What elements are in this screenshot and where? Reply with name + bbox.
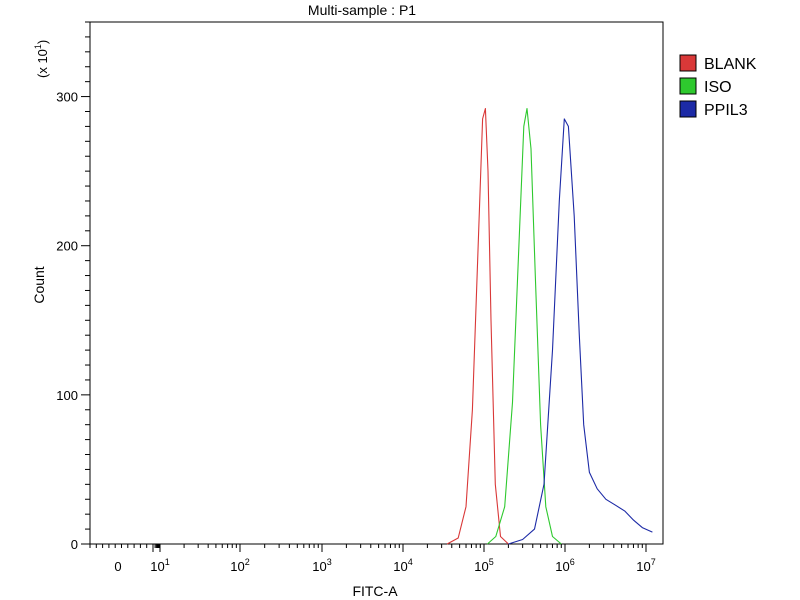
y-multiplier-exponent: 1 <box>33 44 43 49</box>
series-lines <box>446 107 653 545</box>
svg-text:(x 101): (x 101) <box>33 40 50 78</box>
series-line-ppil3 <box>508 118 653 545</box>
x-tick-label: 103 <box>312 557 331 574</box>
legend-label: PPIL3 <box>704 102 748 119</box>
plot-frame <box>89 21 664 545</box>
x-axis-label: FITC-A <box>352 583 398 599</box>
x-tick-label: 104 <box>393 557 412 574</box>
y-axis-ticks: 0 100 200 300 <box>56 21 90 552</box>
y-tick-label: 0 <box>71 537 78 552</box>
y-tick-label: 100 <box>56 388 78 403</box>
x-axis-ticks: 0 101 102 103 104 105 106 107 <box>89 544 656 574</box>
x-tick-label: 106 <box>555 557 574 574</box>
series-line-iso <box>487 107 562 545</box>
legend: BLANK ISO PPIL3 <box>679 54 757 119</box>
legend-label: BLANK <box>704 56 757 73</box>
y-axis-multiplier: (x 101) <box>33 40 50 78</box>
legend-swatch <box>679 100 697 118</box>
legend-swatch <box>679 77 697 95</box>
y-multiplier-prefix: (x 10 <box>35 49 50 78</box>
y-axis-label: Count <box>31 266 47 303</box>
x-tick-label: 107 <box>636 557 655 574</box>
y-multiplier-close: ) <box>35 40 50 44</box>
y-tick-label: 200 <box>56 239 78 254</box>
legend-swatch <box>679 54 697 72</box>
y-tick-label: 300 <box>56 90 78 105</box>
x-tick-label: 0 <box>114 559 121 574</box>
x-tick-label: 101 <box>150 557 169 574</box>
x-tick-label: 105 <box>474 557 493 574</box>
chart-title: Multi-sample : P1 <box>308 2 416 18</box>
legend-label: ISO <box>704 79 732 96</box>
x-tick-label: 102 <box>230 557 249 574</box>
series-line-blank <box>446 107 509 545</box>
